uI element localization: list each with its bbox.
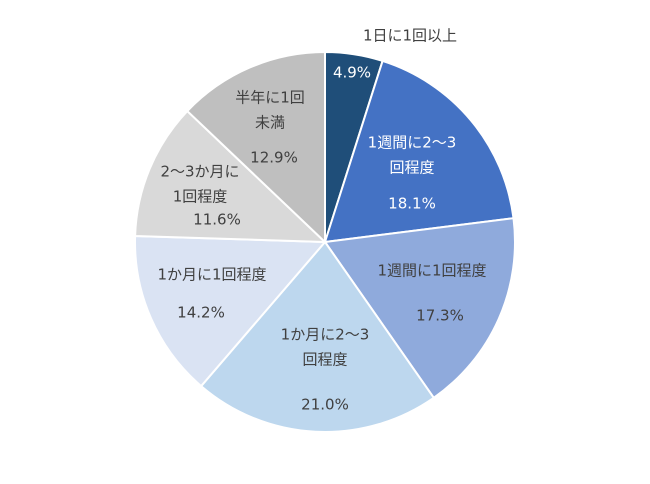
pie-slice-4-label-line-1: 1か月に2～3 — [281, 326, 370, 344]
pie-slice-3-value-label: 17.3% — [416, 307, 464, 325]
pie-slice-2-label-line-2: 回程度 — [389, 159, 434, 177]
pie-slice-2 — [323, 59, 515, 244]
pie-slice-7-value-label: 12.9% — [250, 149, 298, 167]
pie-labels: 1日に1回以上 4.9% 1週間に2～3 回程度 18.1% 1週間に1回程度 17.3% 1… — [157, 27, 486, 414]
pie-slice-2-label-line-1: 1週間に2～3 — [368, 134, 457, 152]
pie-slice-2-value-label: 18.1% — [388, 195, 436, 213]
pie-slice-5 — [134, 235, 328, 388]
pie-slice-4-value-label: 21.0% — [301, 396, 349, 414]
pie-slice-6-label-line-2: 1回程度 — [173, 188, 228, 206]
pie-slice-6-value-label: 11.6% — [193, 211, 241, 229]
pie-slice-1-value-label: 4.9% — [333, 64, 371, 82]
pie-slice-3-label-line-1: 1週間に1回程度 — [377, 262, 486, 280]
pie-slice-7 — [185, 50, 326, 245]
pie-slice-4 — [199, 240, 436, 433]
pie-slice-7-label-line-1: 半年に1回 — [235, 89, 305, 107]
pie-slices — [134, 50, 516, 433]
pie-slice-5-value-label: 14.2% — [177, 304, 225, 322]
pie-slice-3 — [323, 217, 516, 400]
pie-slice-5-label-line-1: 1か月に1回程度 — [157, 266, 266, 284]
pie-slice-7-label-line-2: 未満 — [255, 114, 285, 132]
pie-slice-6 — [134, 109, 328, 244]
pie-slice-6-label-line-1: 2～3か月に — [160, 163, 239, 181]
pie-slice-1-label-line-1: 1日に1回以上 — [363, 27, 457, 45]
pie-slice-4-label-line-2: 回程度 — [302, 351, 347, 369]
